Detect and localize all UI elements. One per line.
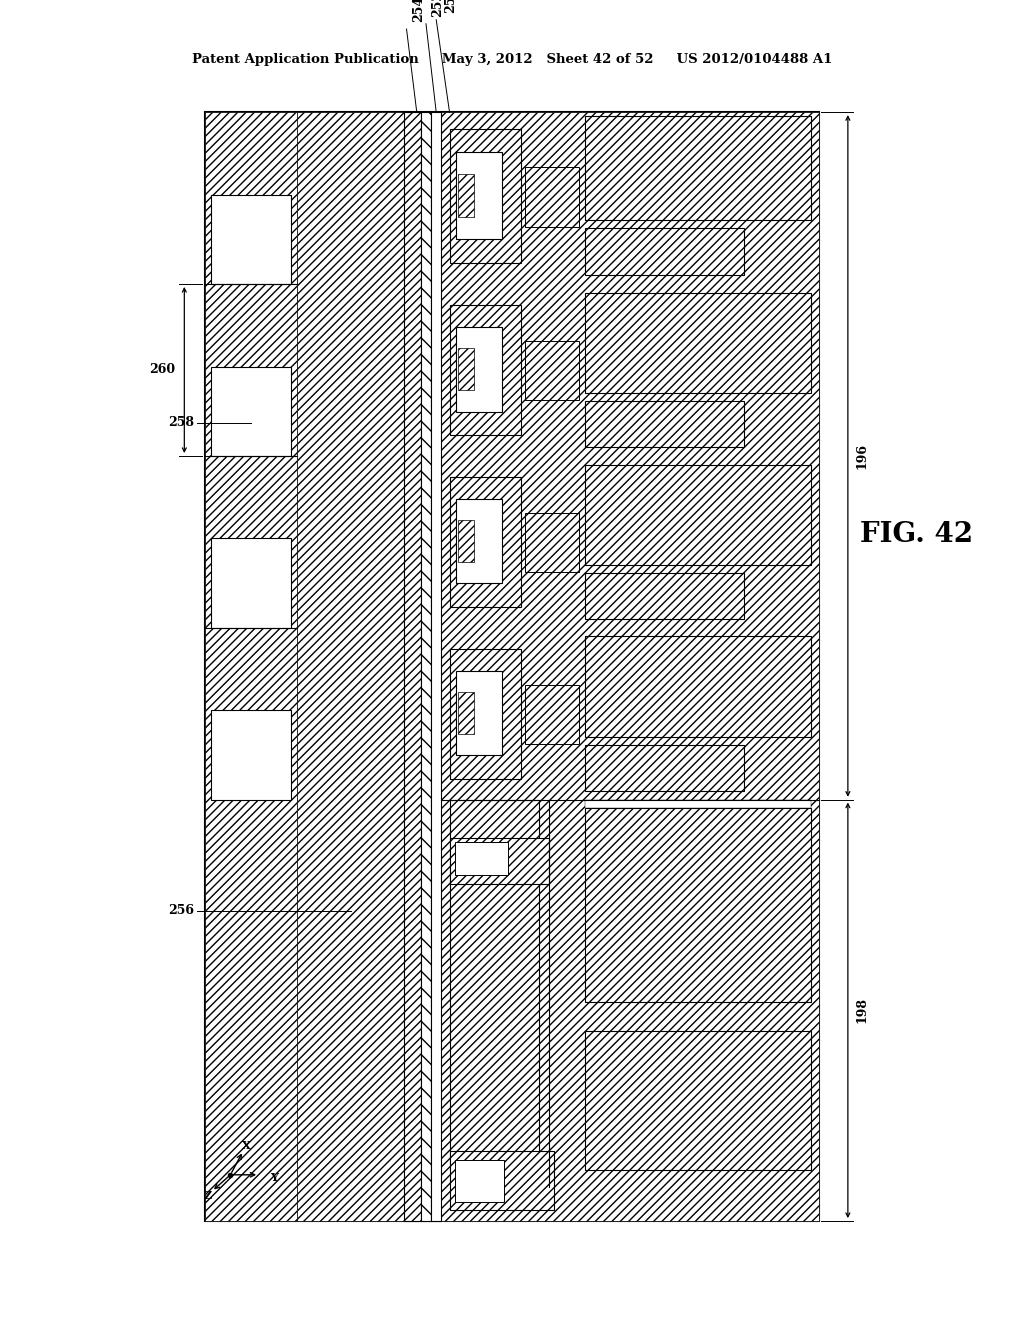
Bar — [456, 152, 502, 239]
Bar — [431, 112, 441, 1221]
Bar — [211, 710, 291, 800]
Text: 198: 198 — [856, 998, 868, 1023]
Bar — [585, 228, 743, 276]
Bar — [441, 112, 819, 1221]
Bar — [450, 477, 520, 607]
Bar — [450, 800, 539, 1171]
Bar — [450, 129, 520, 263]
Bar — [455, 1160, 504, 1201]
Bar — [297, 112, 404, 1221]
Bar — [585, 800, 811, 808]
Bar — [524, 342, 579, 400]
Bar — [524, 166, 579, 227]
Bar — [585, 1031, 811, 1171]
Bar — [524, 685, 579, 743]
Text: 196: 196 — [856, 444, 868, 469]
Bar — [456, 327, 502, 412]
Bar — [585, 465, 811, 565]
Bar — [585, 116, 811, 220]
Bar — [585, 401, 743, 447]
Bar — [211, 194, 291, 284]
Bar — [585, 293, 811, 393]
Bar — [585, 808, 811, 1002]
Bar — [585, 573, 743, 619]
Bar — [404, 112, 421, 1221]
Bar — [211, 539, 291, 628]
Text: 250: 250 — [444, 0, 458, 13]
Bar — [450, 305, 520, 436]
Text: Z: Z — [204, 1189, 212, 1201]
Bar — [450, 648, 520, 779]
Text: 258: 258 — [169, 416, 195, 429]
Text: 252: 252 — [431, 0, 444, 17]
Bar — [585, 636, 811, 737]
Text: Y: Y — [270, 1172, 279, 1183]
Bar — [456, 671, 502, 755]
Text: X: X — [242, 1140, 251, 1151]
Text: 254: 254 — [412, 0, 425, 22]
Bar — [450, 1151, 554, 1210]
Bar — [524, 513, 579, 572]
Text: Patent Application Publication     May 3, 2012   Sheet 42 of 52     US 2012/0104: Patent Application Publication May 3, 20… — [191, 53, 833, 66]
Bar — [585, 744, 743, 791]
Bar — [458, 520, 474, 562]
Bar — [450, 838, 549, 884]
Bar — [205, 112, 819, 1221]
Bar — [456, 499, 502, 583]
Bar — [455, 842, 508, 875]
Text: 256: 256 — [169, 904, 195, 917]
Bar — [205, 112, 297, 1221]
Bar — [458, 692, 474, 734]
Bar — [211, 367, 291, 455]
Bar — [458, 348, 474, 391]
Bar — [421, 112, 431, 1221]
Text: 260: 260 — [148, 363, 175, 376]
Text: FIG. 42: FIG. 42 — [860, 521, 973, 548]
Bar — [458, 174, 474, 216]
